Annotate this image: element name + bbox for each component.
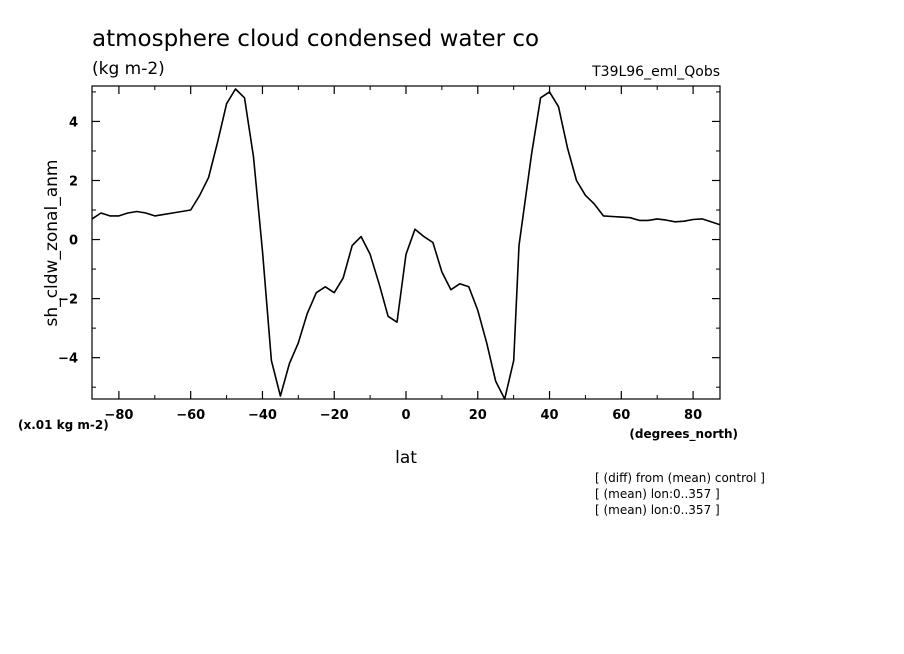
x-tick-label: −60 <box>176 408 205 423</box>
x-tick-label: −80 <box>104 408 133 423</box>
x-tick-label: 0 <box>401 408 410 423</box>
x-tick-label: 60 <box>612 408 630 423</box>
y-scale-note: (x.01 kg m-2) <box>18 418 109 432</box>
chart-title: atmosphere cloud condensed water co <box>92 26 539 52</box>
note-line: [ (mean) lon:0..357 ] <box>595 487 720 501</box>
x-tick-label: 20 <box>469 408 487 423</box>
note-line: [ (mean) lon:0..357 ] <box>595 503 720 517</box>
series-line <box>91 88 721 400</box>
x-tick-label: −40 <box>248 408 277 423</box>
y-tick-label: 0 <box>69 234 78 249</box>
experiment-label: T39L96_eml_Qobs <box>591 64 720 80</box>
y-tick-label: 2 <box>69 174 78 189</box>
y-axis-label: sh_cldw_zonal_anm <box>42 160 62 327</box>
y-tick-label: 4 <box>69 115 78 130</box>
x-tick-label: −20 <box>320 408 349 423</box>
x-axis-label: lat <box>395 448 417 468</box>
chart-units: (kg m-2) <box>92 59 165 79</box>
y-tick-label: −4 <box>58 352 78 367</box>
x-tick-label: 40 <box>540 408 558 423</box>
note-line: [ (diff) from (mean) control ] <box>595 471 765 485</box>
x-tick-label: 80 <box>684 408 702 423</box>
plot-frame <box>91 85 721 400</box>
x-units-note: (degrees_north) <box>629 427 738 442</box>
y-tick-label: −2 <box>58 293 78 308</box>
